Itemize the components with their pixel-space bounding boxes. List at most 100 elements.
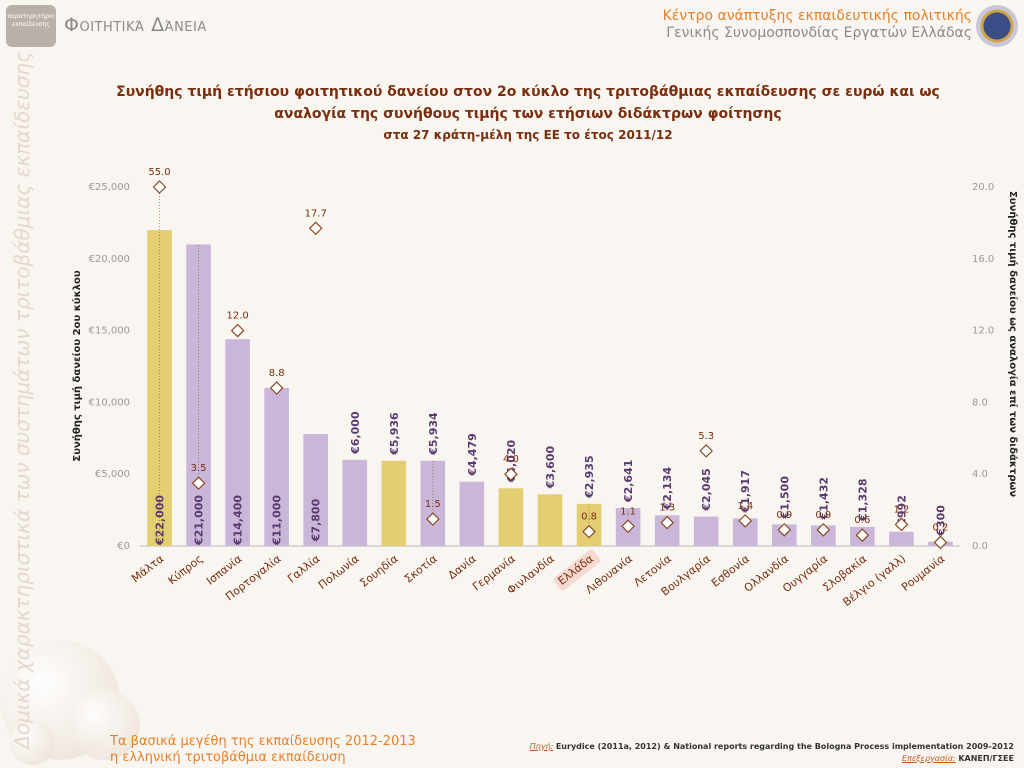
- plot-area: €0 €5,000 €10,000 €15,000 €20,000 €25,000 0.0 4…: [89, 167, 995, 609]
- y-axis-left-title: Συνήθης τιμή δανείου 2ου κύκλου: [71, 270, 83, 461]
- bar-value-label: €21,000: [193, 495, 206, 546]
- bar-value-label: €22,000: [154, 495, 167, 546]
- y-tick-left: €10,000: [89, 397, 130, 408]
- y-tick-right: 20.0: [972, 182, 994, 193]
- y-tick-right: 16.0: [972, 254, 994, 265]
- footer-line-2: η ελληνική τριτοβάθμια εκπαίδευση: [110, 750, 346, 765]
- ratio-marker: [738, 514, 753, 528]
- ratio-marker: [816, 522, 831, 537]
- bar-value-label: €4,479: [466, 433, 479, 476]
- footer-line-1: Τα βασικά μεγέθη της εκπαίδευσης 2012-20…: [110, 734, 416, 749]
- bar-value-label: €300: [934, 505, 947, 537]
- org-line-1: Κέντρο ανάπτυξης εκπαιδευτικής πολιτικής: [662, 8, 972, 24]
- processing-label: Επεξεργασία:: [901, 754, 956, 763]
- ratio-label: 0.8: [581, 512, 597, 523]
- ratio-marker: [933, 535, 948, 550]
- ratio-marker: [191, 476, 206, 491]
- y-tick-left: €5,000: [95, 469, 130, 480]
- y-tick-left: €20,000: [89, 254, 130, 265]
- category-label: Δανία: [446, 552, 479, 582]
- bar-value-label: €2,134: [661, 467, 674, 511]
- ratio-label: 5.3: [698, 431, 714, 442]
- logo-text: παρατηρητήριο εκπαίδευσης: [7, 13, 55, 28]
- bar: [342, 459, 368, 546]
- bar: [889, 531, 914, 546]
- y-tick-left: €0: [117, 541, 130, 552]
- bar-value-label: €3,600: [544, 446, 557, 490]
- bar: [693, 516, 719, 546]
- ratio-marker: [269, 381, 284, 395]
- ratio-marker: [894, 517, 909, 532]
- bar: [498, 488, 524, 546]
- y-tick-left: €25,000: [89, 182, 130, 193]
- organization-name: Κέντρο ανάπτυξης εκπαιδευτικής πολιτικής…: [663, 8, 972, 42]
- bar: [303, 433, 329, 546]
- ratio-label: 12.0: [226, 311, 248, 322]
- org-line-2: Γενικής Συνομοσπονδίας Εργατών Ελλάδας: [666, 25, 972, 41]
- y-tick-right: 8.0: [972, 397, 988, 408]
- bar-value-label: €2,045: [700, 468, 713, 511]
- bar-value-label: €6,000: [349, 411, 362, 455]
- ratio-label: 1.1: [620, 506, 636, 517]
- ratio-label: 1.3: [659, 503, 675, 514]
- ratio-label: 1.2: [893, 504, 909, 515]
- bar-value-label: €5,936: [388, 412, 401, 456]
- ratio-label: 8.8: [269, 368, 285, 379]
- bar: [459, 481, 485, 546]
- category-highlight: [553, 549, 601, 591]
- bar-value-label: €14,400: [232, 495, 245, 546]
- bar-value-label: €1,917: [739, 470, 752, 513]
- ratio-marker: [504, 467, 518, 482]
- section-title: Φοιτητικά Δάνεια: [64, 14, 207, 36]
- bar-value-label: €1,500: [778, 476, 791, 520]
- bar-value-label: €2,935: [583, 455, 596, 498]
- bar-value-label: €11,000: [271, 495, 284, 546]
- category-label: Σουηδία: [357, 552, 400, 590]
- ratio-marker: [308, 221, 323, 236]
- category-label: Πολωνία: [316, 552, 362, 592]
- category-label: Κύπρος: [166, 552, 206, 587]
- source-label: Πηγή:: [529, 742, 554, 751]
- bar: [381, 460, 407, 546]
- ratio-marker: [699, 444, 714, 458]
- ratio-marker: [621, 519, 635, 534]
- category-label: Σκοτία: [402, 552, 440, 585]
- bar: [264, 388, 289, 546]
- processing-text: ΚΑΝΕΠ/ΓΣΕΕ: [958, 754, 1014, 763]
- ratio-marker: [426, 512, 440, 526]
- y-tick-right: 12.0: [972, 326, 994, 337]
- chart-subtitle: στα 27 κράτη-μέλη της ΕΕ το έτος 2011/12: [383, 128, 672, 142]
- source-text: Eurydice (2011a, 2012) & National report…: [555, 742, 1014, 751]
- ratio-label: 1.4: [737, 501, 753, 512]
- ratio-label: 0.6: [854, 515, 870, 526]
- ratio-label: 55.0: [148, 167, 170, 178]
- gsee-logo-icon: [976, 5, 1018, 47]
- bar-value-label: €2,641: [622, 460, 635, 503]
- bar-value-label: €1,328: [856, 478, 869, 521]
- chart-title-line-2: αναλογία της συνήθους τιμής των ετήσιων …: [274, 106, 781, 122]
- ratio-label: 17.7: [305, 208, 327, 219]
- y-tick-right: 4.0: [972, 469, 988, 480]
- bar-value-label: €1,432: [817, 477, 830, 520]
- y-axis-right-title: Συνήθης τιμή δανείου ως αναλογία επί των…: [1007, 191, 1019, 497]
- bar-value-label: €992: [895, 495, 908, 527]
- bar: [537, 494, 563, 546]
- bar: [225, 339, 250, 546]
- y-tick-right: 0.0: [972, 541, 988, 552]
- bar-value-label: €7,800: [310, 498, 323, 542]
- bar-value-label: €5,934: [427, 412, 440, 456]
- ratio-label: 3.5: [191, 463, 207, 474]
- ratio-label: 0.2: [933, 522, 949, 533]
- ratio-label: 0.9: [776, 510, 792, 521]
- footer-caption: Τα βασικά μεγέθη της εκπαίδευσης 2012-20…: [110, 734, 416, 766]
- ratio-marker: [230, 323, 245, 338]
- ratio-label: 1.5: [425, 499, 441, 510]
- ratio-label: 0.9: [815, 510, 831, 521]
- ratio-label: 4.0: [503, 454, 519, 465]
- ratio-marker: [152, 180, 167, 194]
- y-tick-left: €15,000: [89, 326, 130, 337]
- ratio-marker: [582, 524, 596, 539]
- footer-source: Πηγή: Eurydice (2011a, 2012) & National …: [530, 741, 1014, 765]
- ratio-marker: [855, 528, 870, 543]
